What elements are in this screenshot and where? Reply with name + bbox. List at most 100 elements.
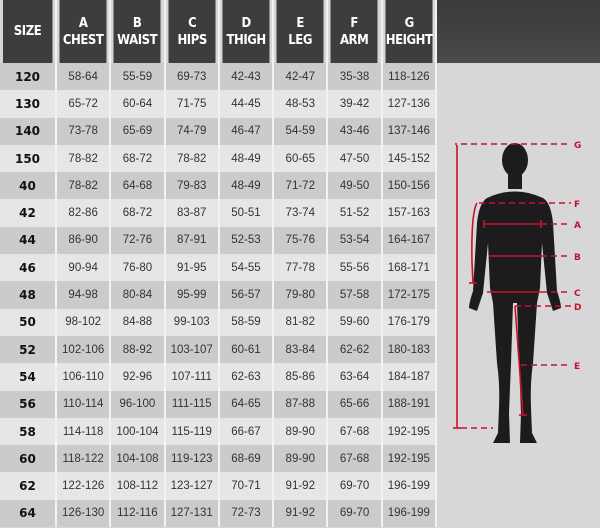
measurement-cell: 127-136	[381, 90, 438, 118]
measurement-cell: 59-60	[327, 308, 383, 336]
column-label: THIGH	[226, 32, 266, 48]
table-row: 46 90-94 76-80 91-95 54-55 77-78 55-56 168-171	[0, 254, 438, 282]
measurement-cell: 114-118	[56, 417, 112, 446]
measurement-cell: 60-61	[218, 335, 275, 364]
measurement-cell: 68-72	[110, 199, 166, 227]
measurement-cell: 118-126	[381, 63, 438, 91]
measurement-cell: 88-92	[110, 335, 166, 364]
size-cell: 52	[0, 335, 57, 364]
measurement-cell: 60-64	[110, 90, 166, 118]
size-cell: 60	[0, 445, 57, 473]
measurement-cell: 110-114	[56, 390, 112, 418]
measurement-cell: 43-46	[327, 117, 383, 145]
measurement-cell: 90-94	[56, 254, 112, 282]
header-row: SIZE A CHEST B WAIST C HIPS D THIGH E LEG F ARM G HEIG…	[0, 0, 436, 63]
measurement-cell: 57-58	[327, 281, 383, 309]
size-cell: 120	[0, 63, 57, 91]
measurement-cell: 48-53	[273, 90, 329, 118]
measurement-cell: 192-195	[381, 417, 438, 446]
measurement-cell: 56-57	[218, 281, 275, 309]
measurement-cell: 168-171	[381, 254, 438, 282]
measurement-cell: 77-78	[273, 254, 329, 282]
label-d: D	[574, 303, 581, 313]
measurement-cell: 71-75	[164, 90, 220, 118]
measurement-cell: 75-76	[273, 226, 329, 255]
measurement-cell: 69-70	[327, 472, 383, 500]
column-label: WAIST	[117, 32, 158, 48]
column-label: HEIGHT	[385, 32, 433, 48]
table-row: 56 110-114 96-100 111-115 64-65 87-88 65-66 188…	[0, 390, 438, 418]
measurement-cell: 53-54	[327, 226, 383, 255]
column-header: D THIGH	[221, 0, 272, 63]
measurement-cell: 80-84	[110, 281, 166, 309]
measurement-cell: 102-106	[56, 335, 112, 364]
size-cell: 150	[0, 144, 57, 173]
column-label: ARM	[340, 32, 369, 48]
measurement-cell: 98-102	[56, 308, 112, 336]
measurement-cell: 83-84	[273, 335, 329, 364]
label-b: B	[574, 253, 581, 263]
table-row: 40 78-82 64-68 79-83 48-49 71-72 49-50 150-156	[0, 172, 438, 200]
measurement-cell: 180-183	[381, 335, 438, 364]
table-row: 130 65-72 60-64 71-75 44-45 48-53 39-42 127-136	[0, 90, 438, 118]
measurement-cell: 85-86	[273, 363, 329, 391]
column-header: E LEG	[275, 0, 326, 63]
size-chart-table: SIZE A CHEST B WAIST C HIPS D THIGH E LEG F ARM G HEIG…	[0, 0, 438, 528]
column-header: B WAIST	[112, 0, 163, 63]
measurement-cell: 65-69	[110, 117, 166, 145]
column-letter: B	[133, 15, 142, 31]
measurement-cell: 66-67	[218, 417, 275, 446]
measurement-cell: 86-90	[56, 226, 112, 255]
table-row: 52 102-106 88-92 103-107 60-61 83-84 62-62 180-…	[0, 335, 438, 364]
measurement-cell: 112-116	[110, 499, 166, 528]
measurement-cell: 52-53	[218, 226, 275, 255]
measurement-cell: 78-82	[164, 144, 220, 173]
measurement-cell: 127-131	[164, 499, 220, 528]
measurement-cell: 91-95	[164, 254, 220, 282]
figure-panel-header	[437, 0, 600, 63]
measurement-cell: 91-92	[273, 499, 329, 528]
body-silhouette	[469, 143, 561, 443]
measurement-cell: 111-115	[164, 390, 220, 418]
measurement-cell: 122-126	[56, 472, 112, 500]
measurement-cell: 58-64	[56, 63, 112, 91]
measurement-cell: 69-70	[327, 499, 383, 528]
measurement-cell: 115-119	[164, 417, 220, 446]
measurement-cell: 145-152	[381, 144, 438, 173]
measurement-cell: 73-74	[273, 199, 329, 227]
measurement-cell: 137-146	[381, 117, 438, 145]
measurement-cell: 49-50	[327, 172, 383, 200]
measurement-cell: 99-103	[164, 308, 220, 336]
measurement-cell: 72-76	[110, 226, 166, 255]
measurement-cell: 81-82	[273, 308, 329, 336]
measurement-cell: 63-64	[327, 363, 383, 391]
measurement-cell: 58-59	[218, 308, 275, 336]
measurement-cell: 83-87	[164, 199, 220, 227]
measurement-cell: 67-68	[327, 445, 383, 473]
measurement-cell: 107-111	[164, 363, 220, 391]
size-cell: 50	[0, 308, 57, 336]
measurement-cell: 42-43	[218, 63, 275, 91]
size-cell: 130	[0, 90, 57, 118]
measurement-cell: 35-38	[327, 63, 383, 91]
table-row: 48 94-98 80-84 95-99 56-57 79-80 57-58 172-175	[0, 281, 438, 309]
measurement-cell: 176-179	[381, 308, 438, 336]
measurement-cell: 188-191	[381, 390, 438, 418]
measurement-cell: 55-59	[110, 63, 166, 91]
measurement-cell: 82-86	[56, 199, 112, 227]
measurement-cell: 44-45	[218, 90, 275, 118]
measurement-cell: 150-156	[381, 172, 438, 200]
measurement-cell: 100-104	[110, 417, 166, 446]
body-measurement-figure: G F A B C D E	[453, 141, 581, 443]
column-header: A CHEST	[58, 0, 109, 63]
column-letter: A	[78, 15, 88, 31]
measurement-cell: 79-80	[273, 281, 329, 309]
measurement-cell: 65-66	[327, 390, 383, 418]
measurement-cell: 46-47	[218, 117, 275, 145]
measurement-cell: 84-88	[110, 308, 166, 336]
size-cell: 42	[0, 199, 57, 227]
column-label: LEG	[288, 32, 313, 48]
measurement-cell: 106-110	[56, 363, 112, 391]
measurement-cell: 87-91	[164, 226, 220, 255]
measurement-cell: 70-71	[218, 472, 275, 500]
